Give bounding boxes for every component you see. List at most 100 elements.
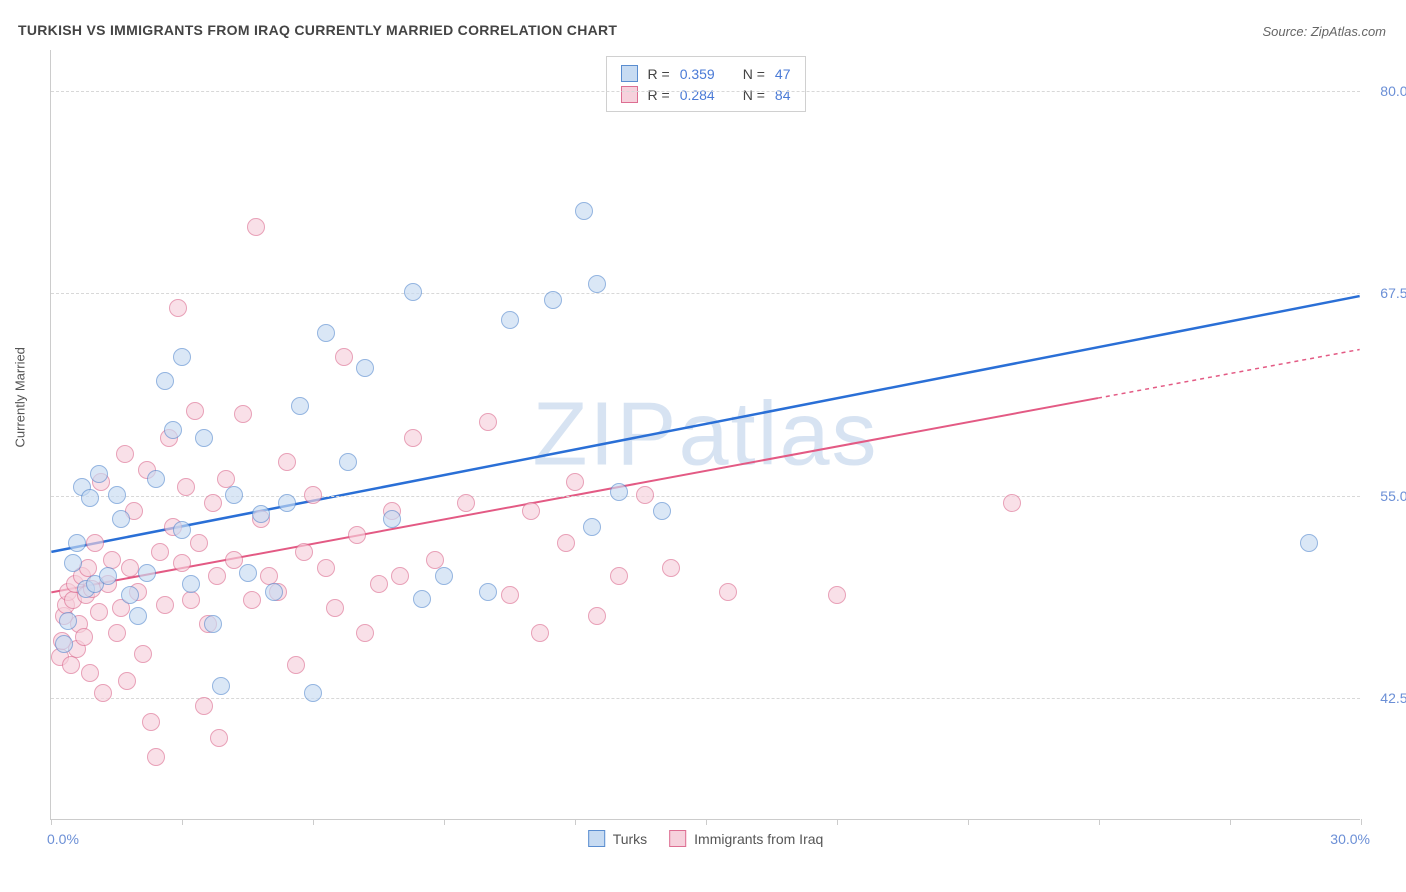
scatter-point <box>522 502 540 520</box>
scatter-point <box>108 624 126 642</box>
trend-lines-layer <box>51 50 1360 819</box>
scatter-point <box>457 494 475 512</box>
scatter-point <box>182 575 200 593</box>
legend-swatch <box>621 65 638 82</box>
x-tick <box>706 819 707 825</box>
scatter-point <box>370 575 388 593</box>
y-tick-label: 67.5% <box>1365 285 1406 301</box>
scatter-point <box>383 510 401 528</box>
plot-area: ZIPatlas R =0.359N =47R =0.284N =84 Turk… <box>50 50 1360 820</box>
scatter-point <box>287 656 305 674</box>
scatter-point <box>195 697 213 715</box>
scatter-point <box>295 543 313 561</box>
scatter-point <box>99 567 117 585</box>
scatter-point <box>479 413 497 431</box>
scatter-point <box>291 397 309 415</box>
y-tick-label: 42.5% <box>1365 690 1406 706</box>
scatter-point <box>186 402 204 420</box>
scatter-point <box>239 564 257 582</box>
scatter-point <box>575 202 593 220</box>
scatter-point <box>1003 494 1021 512</box>
scatter-point <box>304 486 322 504</box>
x-tick <box>182 819 183 825</box>
scatter-point <box>190 534 208 552</box>
trend-line <box>51 296 1359 552</box>
scatter-point <box>90 465 108 483</box>
legend-swatch <box>588 830 605 847</box>
x-tick <box>837 819 838 825</box>
x-tick <box>1230 819 1231 825</box>
series-legend-label: Turks <box>613 831 647 847</box>
scatter-point <box>544 291 562 309</box>
scatter-point <box>234 405 252 423</box>
scatter-point <box>588 607 606 625</box>
scatter-point <box>94 684 112 702</box>
scatter-point <box>413 590 431 608</box>
scatter-point <box>138 564 156 582</box>
source-attribution: Source: ZipAtlas.com <box>1262 24 1386 39</box>
scatter-point <box>195 429 213 447</box>
scatter-point <box>636 486 654 504</box>
legend-n-label: N = <box>743 66 765 82</box>
series-legend: TurksImmigrants from Iraq <box>588 830 824 847</box>
y-tick-label: 80.0% <box>1365 83 1406 99</box>
gridline <box>51 91 1360 92</box>
scatter-point <box>208 567 226 585</box>
legend-r-label: R = <box>648 87 670 103</box>
scatter-point <box>169 299 187 317</box>
x-tick <box>313 819 314 825</box>
scatter-point <box>64 554 82 572</box>
scatter-point <box>326 599 344 617</box>
scatter-point <box>278 453 296 471</box>
scatter-point <box>173 348 191 366</box>
chart-title: TURKISH VS IMMIGRANTS FROM IRAQ CURRENTL… <box>18 22 617 38</box>
scatter-point <box>90 603 108 621</box>
scatter-point <box>260 567 278 585</box>
scatter-point <box>317 324 335 342</box>
scatter-point <box>304 684 322 702</box>
scatter-point <box>479 583 497 601</box>
scatter-point <box>68 534 86 552</box>
scatter-point <box>317 559 335 577</box>
scatter-point <box>610 483 628 501</box>
legend-r-value: 0.284 <box>680 87 715 103</box>
x-tick <box>968 819 969 825</box>
scatter-point <box>501 586 519 604</box>
scatter-point <box>151 543 169 561</box>
scatter-point <box>356 359 374 377</box>
y-tick-label: 55.0% <box>1365 488 1406 504</box>
legend-n-label: N = <box>743 87 765 103</box>
scatter-point <box>81 489 99 507</box>
scatter-point <box>662 559 680 577</box>
x-tick <box>575 819 576 825</box>
scatter-point <box>404 283 422 301</box>
scatter-point <box>356 624 374 642</box>
series-legend-item: Turks <box>588 830 647 847</box>
scatter-point <box>116 445 134 463</box>
scatter-point <box>391 567 409 585</box>
scatter-point <box>610 567 628 585</box>
correlation-legend-row: R = 0.284 N = 84 <box>621 84 791 105</box>
scatter-point <box>108 486 126 504</box>
scatter-point <box>164 421 182 439</box>
scatter-point <box>156 596 174 614</box>
scatter-point <box>404 429 422 447</box>
legend-n-value: 84 <box>775 87 791 103</box>
x-tick <box>444 819 445 825</box>
x-tick <box>1099 819 1100 825</box>
gridline <box>51 496 1360 497</box>
scatter-point <box>147 470 165 488</box>
scatter-point <box>173 554 191 572</box>
legend-swatch <box>621 86 638 103</box>
scatter-point <box>204 615 222 633</box>
scatter-point <box>210 729 228 747</box>
trend-line-extrapolated <box>1098 350 1360 399</box>
scatter-point <box>55 635 73 653</box>
scatter-point <box>134 645 152 663</box>
scatter-point <box>86 534 104 552</box>
scatter-point <box>426 551 444 569</box>
scatter-point <box>81 664 99 682</box>
scatter-point <box>348 526 366 544</box>
scatter-point <box>653 502 671 520</box>
scatter-point <box>204 494 222 512</box>
